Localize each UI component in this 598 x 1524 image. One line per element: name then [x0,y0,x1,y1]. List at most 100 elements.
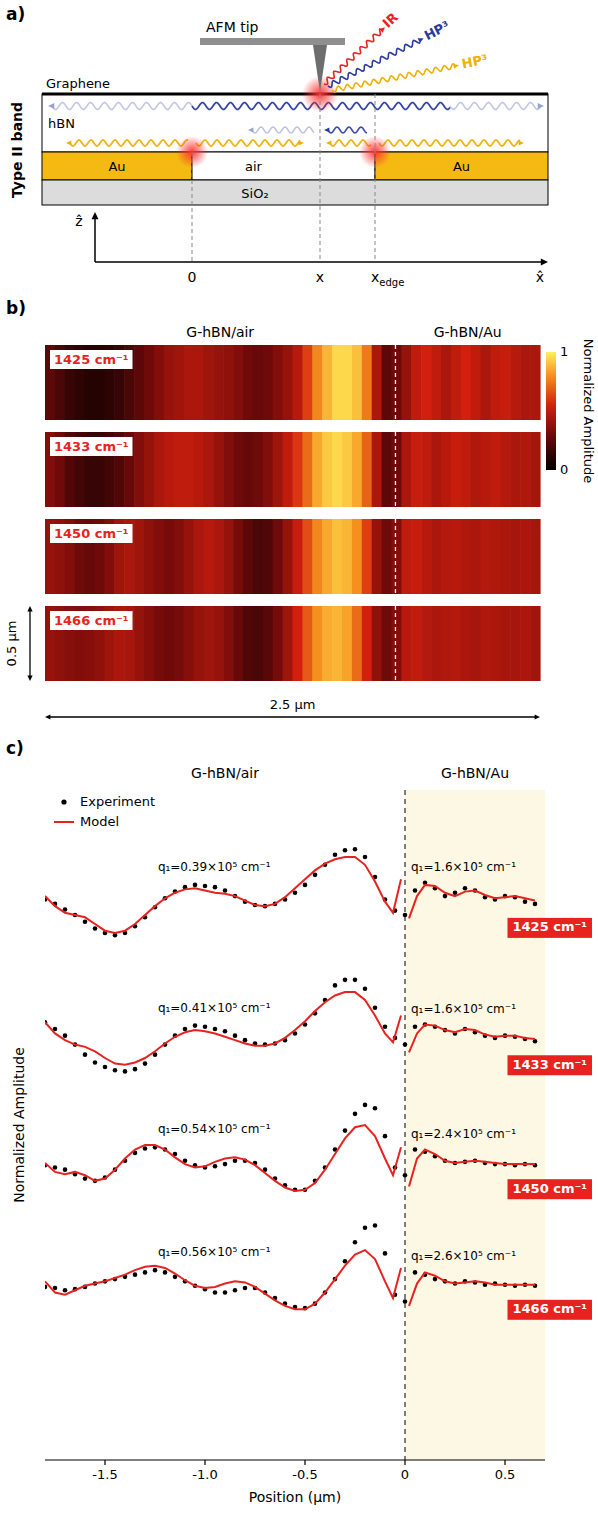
map-cell [263,345,274,420]
experiment-point [243,1286,248,1291]
map-cell [213,519,224,594]
scale-label: 2.5 μm [270,697,316,712]
frequency-label: 1425 cm⁻¹ [54,352,129,367]
experiment-point [413,888,418,893]
model-line [45,857,535,933]
map-cell [144,519,155,594]
frequency-label-bg [508,1300,593,1320]
q-label: q₁=0.56×10⁵ cm⁻¹ [158,1245,271,1259]
map-cell [362,432,373,507]
layer-label: SiO₂ [241,186,268,201]
experiment-point [93,926,98,931]
map-cell [491,606,502,681]
map-cell [382,606,393,681]
guide-line [320,94,321,262]
experiment-point [183,1027,188,1032]
map-cell [362,345,373,420]
tip-label: AFM tip [206,19,259,35]
map-cell [312,519,323,594]
map-cell [184,432,195,507]
frequency-label: 1433 cm⁻¹ [54,439,129,454]
experiment-point [463,886,468,891]
wave [332,64,454,92]
map-cell [273,345,284,420]
experiment-point [403,1042,408,1047]
map-cell [461,519,472,594]
map-cell [233,345,244,420]
map-cell [302,345,313,420]
experiment-point [363,1103,368,1108]
map-cell [500,432,511,507]
map-cell [194,432,205,507]
map-cell [134,606,145,681]
map-cell [451,606,462,681]
experiment-point [213,885,218,890]
q-label: q₁=1.6×10⁵ cm⁻¹ [411,860,516,874]
map-cell [372,606,383,681]
map-cell [273,519,284,594]
arrow-head [519,140,524,145]
experiment-point [163,1270,168,1275]
map-cell [481,606,492,681]
x-axis [45,1459,545,1460]
map-cell [491,519,502,594]
scale-bar [29,609,30,678]
map-cell [421,345,432,420]
map-cell [530,606,541,681]
region-label: G-hBN/Au [434,324,502,340]
model-line [45,992,535,1065]
map-cell [491,345,502,420]
map-cell [332,606,343,681]
map-cell [253,345,264,420]
position-label: 0 [188,269,197,285]
figure: a)Type II bandGraphenehBNAuairAuSiO₂AFM … [0,0,598,1524]
arrow-head [453,64,459,69]
map-cell [431,345,442,420]
map-cell [302,606,313,681]
map-cell [273,606,284,681]
experiment-point [373,1005,378,1010]
experiment-point [63,1288,68,1293]
map-cell [481,345,492,420]
map-cell [154,519,165,594]
axis-label: x̂ [536,269,544,285]
experiment-point [63,1167,68,1172]
x-tick-label: -1.0 [192,1467,217,1482]
map-cell [441,345,452,420]
frequency-label-bg [50,437,133,456]
map-cell [293,432,304,507]
map-cell [491,432,502,507]
map-cell [441,432,452,507]
map-cell [164,519,175,594]
experiment-point [203,1024,208,1029]
panel-letter: c) [6,738,24,758]
layer-label: Au [453,159,470,174]
amplitude-map [45,519,541,594]
map-cell [372,432,383,507]
q-label: q₁=0.41×10⁵ cm⁻¹ [158,1001,271,1015]
arrow-head [299,140,304,145]
experiment-point [383,1134,388,1139]
substrate [42,180,548,205]
map-cell [273,432,284,507]
q-label: q₁=0.39×10⁵ cm⁻¹ [158,860,271,874]
map-cell [154,606,165,681]
map-cell [203,519,214,594]
map-cell [520,345,531,420]
map-cell [481,519,492,594]
arrow-head [379,27,385,33]
experiment-point [63,1033,68,1038]
map-cell [134,345,145,420]
experiment-point [343,1128,348,1133]
map-cell [203,432,214,507]
experiment-point [333,983,338,988]
map-cell [174,432,185,507]
wave [70,140,188,146]
map-cell [530,432,541,507]
arrow-head [538,103,544,109]
experiment-point [103,1065,108,1070]
map-cell [500,606,511,681]
map-cell [174,345,185,420]
hbn-layer [42,94,548,152]
experiment-point [353,978,358,983]
